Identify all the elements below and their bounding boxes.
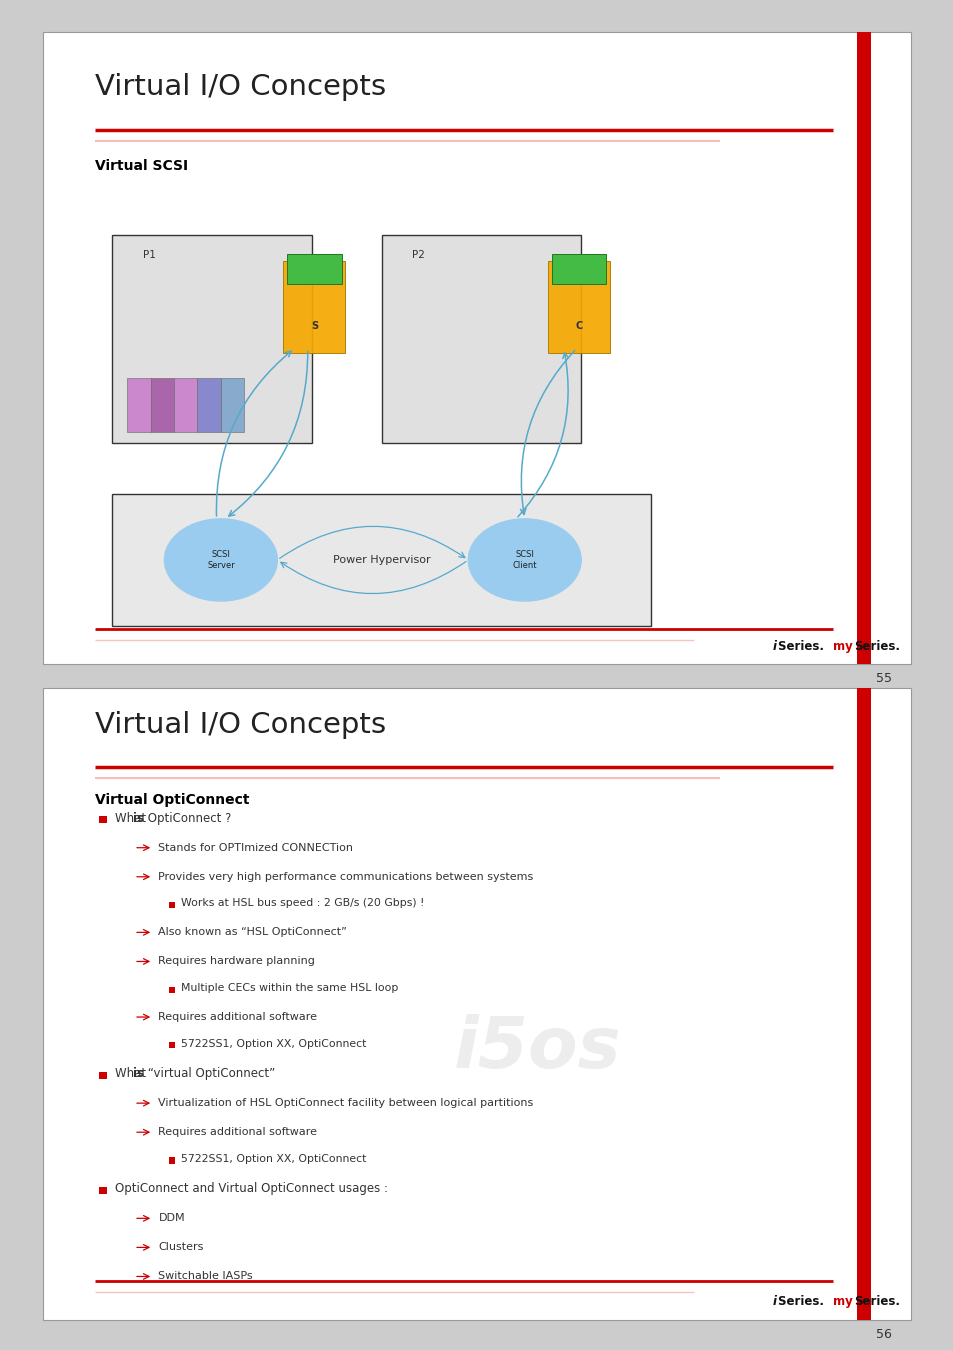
FancyBboxPatch shape (99, 817, 107, 824)
FancyBboxPatch shape (169, 902, 175, 909)
FancyBboxPatch shape (112, 235, 312, 443)
Circle shape (164, 518, 277, 601)
Text: S: S (311, 321, 318, 331)
Text: Multiple CECs within the same HSL loop: Multiple CECs within the same HSL loop (181, 983, 398, 994)
FancyBboxPatch shape (169, 1157, 175, 1164)
Text: Series.: Series. (853, 640, 899, 653)
FancyBboxPatch shape (112, 494, 650, 626)
FancyBboxPatch shape (283, 261, 345, 354)
FancyBboxPatch shape (99, 1072, 107, 1079)
Text: Virtual SCSI: Virtual SCSI (95, 159, 188, 173)
FancyBboxPatch shape (169, 987, 175, 992)
Text: P1: P1 (143, 250, 155, 261)
Text: 5722SS1, Option XX, OptiConnect: 5722SS1, Option XX, OptiConnect (181, 1154, 366, 1164)
FancyBboxPatch shape (287, 254, 341, 285)
Text: Virtual I/O Concepts: Virtual I/O Concepts (95, 710, 386, 738)
FancyBboxPatch shape (99, 1187, 107, 1193)
Text: P2: P2 (412, 250, 424, 261)
Text: i: i (772, 1295, 776, 1308)
FancyBboxPatch shape (857, 688, 870, 1320)
Text: C: C (576, 321, 582, 331)
Text: 56: 56 (875, 1328, 891, 1342)
Text: Requires additional software: Requires additional software (158, 1012, 317, 1022)
FancyBboxPatch shape (43, 688, 910, 1320)
Text: OptiConnect ?: OptiConnect ? (144, 811, 231, 825)
Circle shape (468, 518, 580, 601)
Text: What: What (115, 1066, 150, 1080)
FancyBboxPatch shape (857, 32, 870, 664)
Text: “virtual OptiConnect”: “virtual OptiConnect” (144, 1066, 274, 1080)
FancyBboxPatch shape (173, 378, 197, 432)
FancyBboxPatch shape (127, 378, 151, 432)
Text: Provides very high performance communications between systems: Provides very high performance communica… (158, 872, 533, 882)
FancyBboxPatch shape (169, 1042, 175, 1049)
Text: 55: 55 (875, 672, 891, 686)
FancyBboxPatch shape (221, 378, 244, 432)
Text: Requires hardware planning: Requires hardware planning (158, 956, 314, 967)
Text: Virtual OptiConnect: Virtual OptiConnect (95, 792, 250, 807)
Text: Series.: Series. (778, 1295, 827, 1308)
Text: Stands for OPTImized CONNECTion: Stands for OPTImized CONNECTion (158, 842, 353, 853)
Text: is: is (133, 1066, 144, 1080)
Text: Series.: Series. (853, 1295, 899, 1308)
FancyBboxPatch shape (151, 378, 173, 432)
Text: SCSI
Client: SCSI Client (512, 551, 537, 570)
Text: i: i (772, 640, 776, 653)
Text: my: my (832, 1295, 852, 1308)
Text: DDM: DDM (158, 1214, 185, 1223)
Text: What: What (115, 811, 150, 825)
Text: Requires additional software: Requires additional software (158, 1127, 317, 1137)
FancyBboxPatch shape (197, 378, 221, 432)
Text: Power Hypervisor: Power Hypervisor (333, 555, 430, 564)
Text: Series.: Series. (778, 640, 827, 653)
Text: OptiConnect and Virtual OptiConnect usages :: OptiConnect and Virtual OptiConnect usag… (115, 1183, 388, 1195)
Text: is: is (133, 811, 144, 825)
FancyBboxPatch shape (381, 235, 580, 443)
Text: i5os: i5os (454, 1014, 621, 1083)
Text: 5722SS1, Option XX, OptiConnect: 5722SS1, Option XX, OptiConnect (181, 1038, 366, 1049)
Text: my: my (832, 640, 852, 653)
Text: SCSI
Server: SCSI Server (207, 551, 234, 570)
Text: Clusters: Clusters (158, 1242, 204, 1253)
Text: Virtual I/O Concepts: Virtual I/O Concepts (95, 73, 386, 101)
FancyBboxPatch shape (548, 261, 609, 354)
Text: Virtualization of HSL OptiConnect facility between logical partitions: Virtualization of HSL OptiConnect facili… (158, 1098, 533, 1108)
FancyBboxPatch shape (551, 254, 606, 285)
Text: Works at HSL bus speed : 2 GB/s (20 Gbps) !: Works at HSL bus speed : 2 GB/s (20 Gbps… (181, 898, 424, 909)
Text: Also known as “HSL OptiConnect”: Also known as “HSL OptiConnect” (158, 927, 347, 937)
FancyBboxPatch shape (43, 32, 910, 664)
Text: Switchable IASPs: Switchable IASPs (158, 1272, 253, 1281)
